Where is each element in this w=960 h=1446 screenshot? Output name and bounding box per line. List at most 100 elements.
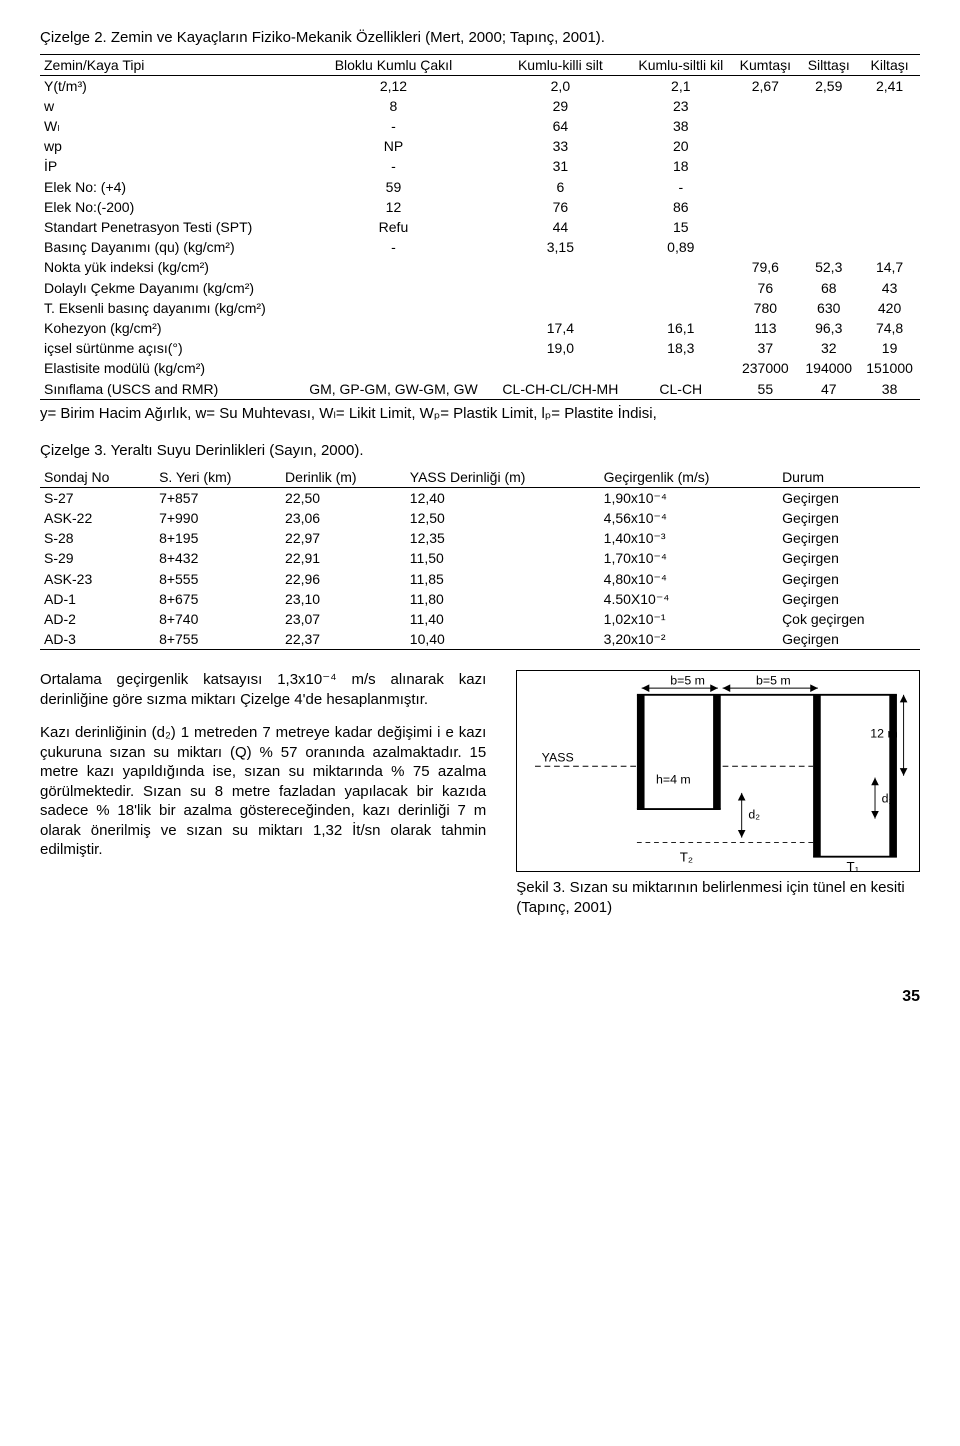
t2-cell: 12,50 xyxy=(406,508,600,528)
t1-cell: 12 xyxy=(295,197,491,217)
t1-label: Elastisite modülü (kg/cm²) xyxy=(40,358,295,378)
t2-cell: 7+990 xyxy=(155,508,281,528)
table2-row: ASK-238+55522,9611,854,80x10⁻⁴Geçirgen xyxy=(40,569,920,589)
t1-label: Basınç Dayanımı (qu) (kg/cm²) xyxy=(40,237,295,257)
t1-cell: 2,67 xyxy=(732,75,798,96)
t1-h4: Kumtaşı xyxy=(732,54,798,75)
t1-cell: - xyxy=(295,237,491,257)
table2-row: AD-18+67523,1011,804.50X10⁻⁴Geçirgen xyxy=(40,589,920,609)
t1-cell xyxy=(492,358,630,378)
t2-cell: 4,80x10⁻⁴ xyxy=(600,569,778,589)
t1-cell xyxy=(629,278,732,298)
t2-cell: 3,20x10⁻² xyxy=(600,629,778,650)
t1-cell: 2,12 xyxy=(295,75,491,96)
table1-row: Elek No:(-200)127686 xyxy=(40,197,920,217)
t2-cell: S-27 xyxy=(40,487,155,508)
t1-cell: 194000 xyxy=(798,358,859,378)
t1-h5: Silttaşı xyxy=(798,54,859,75)
t1-cell: 15 xyxy=(629,217,732,237)
t1-cell: 74,8 xyxy=(859,318,920,338)
t1-label: içsel sürtünme açısı(°) xyxy=(40,338,295,358)
t1-cell: 8 xyxy=(295,96,491,116)
t2-cell: 8+432 xyxy=(155,548,281,568)
t2-cell: AD-3 xyxy=(40,629,155,650)
t2-cell: 12,40 xyxy=(406,487,600,508)
t1-cell: 38 xyxy=(859,379,920,400)
t1-cell xyxy=(732,136,798,156)
table2-row: ASK-227+99023,0612,504,56x10⁻⁴Geçirgen xyxy=(40,508,920,528)
t1-cell xyxy=(859,136,920,156)
t1-cell xyxy=(295,257,491,277)
t1-cell: CL-CH-CL/CH-MH xyxy=(492,379,630,400)
t2-cell: 1,70x10⁻⁴ xyxy=(600,548,778,568)
svg-text:h=4 m: h=4 m xyxy=(656,773,691,787)
t2-cell: 11,85 xyxy=(406,569,600,589)
t1-label: Sınıflama (USCS and RMR) xyxy=(40,379,295,400)
t2-cell: 8+675 xyxy=(155,589,281,609)
paragraph-1: Ortalama geçirgenlik katsayısı 1,3x10⁻⁴ … xyxy=(40,670,486,709)
t1-cell xyxy=(295,318,491,338)
t1-cell xyxy=(295,338,491,358)
table2-row: S-277+85722,5012,401,90x10⁻⁴Geçirgen xyxy=(40,487,920,508)
t1-cell: 29 xyxy=(492,96,630,116)
t1-cell xyxy=(732,116,798,136)
t1-cell: 14,7 xyxy=(859,257,920,277)
t1-cell xyxy=(732,237,798,257)
t2-cell: Çok geçirgen xyxy=(778,609,920,629)
t1-cell: 19 xyxy=(859,338,920,358)
t2-cell: 4.50X10⁻⁴ xyxy=(600,589,778,609)
t1-cell xyxy=(859,217,920,237)
t1-cell: NP xyxy=(295,136,491,156)
svg-text:b=5 m: b=5 m xyxy=(671,674,706,688)
t1-cell xyxy=(859,156,920,176)
table1-row: Wₗ-6438 xyxy=(40,116,920,136)
paragraph-2: Kazı derinliğinin (d₂) 1 metreden 7 metr… xyxy=(40,723,486,860)
svg-text:d₁: d₁ xyxy=(882,792,893,806)
t1-cell: 32 xyxy=(798,338,859,358)
t1-cell: 420 xyxy=(859,298,920,318)
t2-cell: 11,80 xyxy=(406,589,600,609)
t2-cell: 4,56x10⁻⁴ xyxy=(600,508,778,528)
t1-h2: Kumlu-killi silt xyxy=(492,54,630,75)
t1-label: Nokta yük indeksi (kg/cm²) xyxy=(40,257,295,277)
t2-cell: 8+195 xyxy=(155,528,281,548)
t1-cell: 76 xyxy=(492,197,630,217)
t1-label: T. Eksenli basınç dayanımı (kg/cm²) xyxy=(40,298,295,318)
t1-h6: Kiltaşı xyxy=(859,54,920,75)
t1-cell xyxy=(629,257,732,277)
t1-cell xyxy=(859,116,920,136)
t2-h0: Sondaj No xyxy=(40,467,155,488)
t2-cell: Geçirgen xyxy=(778,487,920,508)
t2-cell: 1,02x10⁻¹ xyxy=(600,609,778,629)
t1-cell: 38 xyxy=(629,116,732,136)
table1-row: Elastisite modülü (kg/cm²)23700019400015… xyxy=(40,358,920,378)
t1-label: w xyxy=(40,96,295,116)
t1-cell: 43 xyxy=(859,278,920,298)
t1-cell xyxy=(798,217,859,237)
t2-cell: S-28 xyxy=(40,528,155,548)
t1-cell xyxy=(798,237,859,257)
table2-row: AD-38+75522,3710,403,20x10⁻²Geçirgen xyxy=(40,629,920,650)
t1-cell xyxy=(629,358,732,378)
svg-text:12 m: 12 m xyxy=(871,727,899,741)
t1-cell: - xyxy=(295,116,491,136)
t1-cell: 20 xyxy=(629,136,732,156)
table1-note: y= Birim Hacim Ağırlık, w= Su Muhtevası,… xyxy=(40,404,920,424)
t2-h5: Durum xyxy=(778,467,920,488)
t2-cell: Geçirgen xyxy=(778,548,920,568)
table1-row: Kohezyon (kg/cm²)17,416,111396,374,8 xyxy=(40,318,920,338)
table1-row: Elek No: (+4)596- xyxy=(40,177,920,197)
t1-cell: 113 xyxy=(732,318,798,338)
t1-cell: 33 xyxy=(492,136,630,156)
t1-cell: CL-CH xyxy=(629,379,732,400)
t2-cell: 7+857 xyxy=(155,487,281,508)
t1-cell xyxy=(492,298,630,318)
t1-cell: 630 xyxy=(798,298,859,318)
table1-row: Sınıflama (USCS and RMR)GM, GP-GM, GW-GM… xyxy=(40,379,920,400)
t2-h2: Derinlik (m) xyxy=(281,467,406,488)
t1-cell xyxy=(732,217,798,237)
table1-row: içsel sürtünme açısı(°)19,018,3373219 xyxy=(40,338,920,358)
t1-cell xyxy=(732,96,798,116)
figure-3: b=5 m b=5 m 12 m YASS h=4 m xyxy=(516,670,920,872)
t2-cell: 11,40 xyxy=(406,609,600,629)
